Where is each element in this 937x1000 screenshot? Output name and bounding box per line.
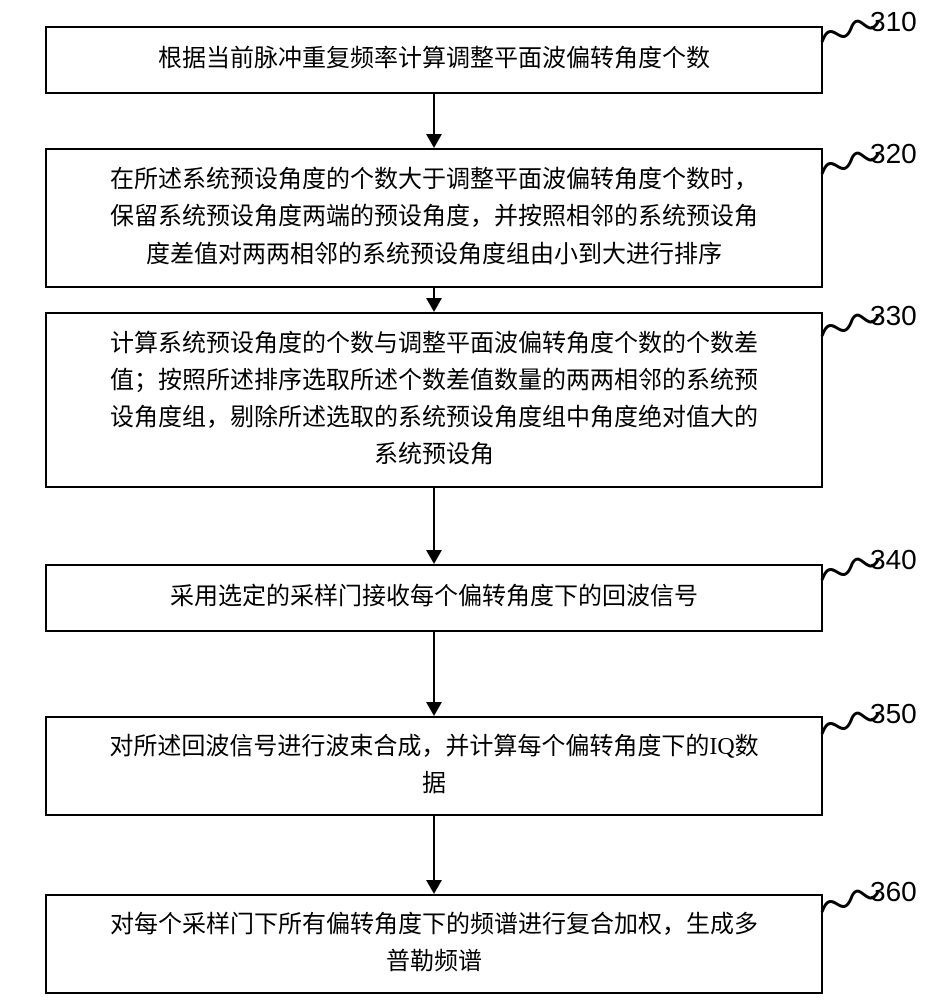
step-box-360: 对每个采样门下所有偏转角度下的频谱进行复合加权，生成多 普勒频谱 xyxy=(45,894,823,994)
step-label-360: 360 xyxy=(870,876,917,908)
step-box-350: 对所述回波信号进行波束合成，并计算每个偏转角度下的IQ数 据 xyxy=(45,716,823,816)
step-box-340: 采用选定的采样门接收每个偏转角度下的回波信号 xyxy=(45,564,823,632)
step-text-330: 计算系统预设角度的个数与调整平面波偏转角度个数的个数差 值；按照所述排序选取所述… xyxy=(110,326,758,475)
step-box-330: 计算系统预设角度的个数与调整平面波偏转角度个数的个数差 值；按照所述排序选取所述… xyxy=(45,312,823,488)
step-label-320: 320 xyxy=(870,138,917,170)
step-label-310: 310 xyxy=(870,6,917,38)
step-text-350: 对所述回波信号进行波束合成，并计算每个偏转角度下的IQ数 据 xyxy=(109,729,758,803)
flowchart-canvas: 根据当前脉冲重复频率计算调整平面波偏转角度个数 310 在所述系统预设角度的个数… xyxy=(0,0,937,1000)
arrow-head-icon xyxy=(426,134,442,148)
arrow-head-icon xyxy=(426,702,442,716)
step-text-320: 在所述系统预设角度的个数大于调整平面波偏转角度个数时， 保留系统预设角度两端的预… xyxy=(110,162,758,274)
step-box-320: 在所述系统预设角度的个数大于调整平面波偏转角度个数时， 保留系统预设角度两端的预… xyxy=(45,148,823,288)
step-label-350: 350 xyxy=(870,698,917,730)
arrow-line xyxy=(433,288,435,298)
step-box-310: 根据当前脉冲重复频率计算调整平面波偏转角度个数 xyxy=(45,26,823,94)
step-text-310: 根据当前脉冲重复频率计算调整平面波偏转角度个数 xyxy=(158,41,710,78)
arrow-head-icon xyxy=(426,298,442,312)
arrow-line xyxy=(433,632,435,702)
step-text-360: 对每个采样门下所有偏转角度下的频谱进行复合加权，生成多 普勒频谱 xyxy=(110,907,758,981)
step-label-330: 330 xyxy=(870,300,917,332)
step-text-340: 采用选定的采样门接收每个偏转角度下的回波信号 xyxy=(170,579,698,616)
arrow-line xyxy=(433,488,435,550)
arrow-line xyxy=(433,94,435,134)
arrow-head-icon xyxy=(426,550,442,564)
arrow-head-icon xyxy=(426,880,442,894)
arrow-line xyxy=(433,816,435,880)
step-label-340: 340 xyxy=(870,544,917,576)
